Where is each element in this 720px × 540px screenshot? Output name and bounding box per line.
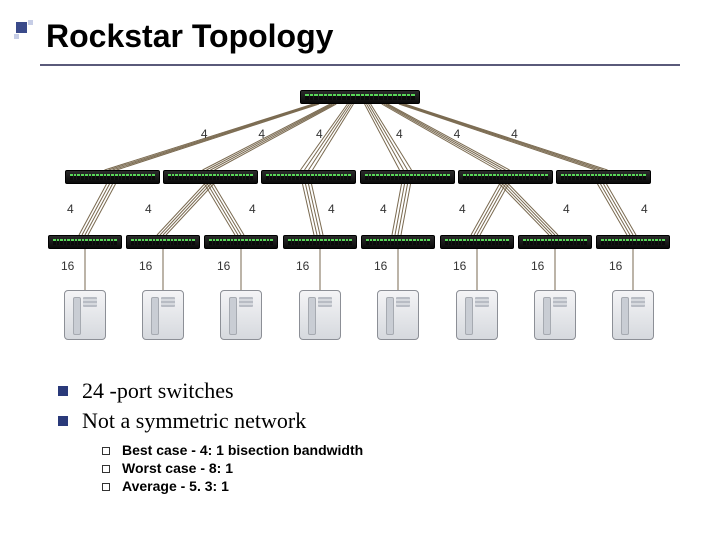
list-item: Average - 5. 3: 1 xyxy=(102,478,680,494)
tier3-switch xyxy=(440,235,514,249)
edge-label: 4 xyxy=(511,127,518,141)
server-node xyxy=(534,290,576,340)
list-item: 24 -port switches xyxy=(58,378,680,404)
server-node xyxy=(612,290,654,340)
edge-label: 4 xyxy=(563,202,570,216)
tier2-switch xyxy=(458,170,553,184)
edge-label: 16 xyxy=(296,259,309,273)
tier3-switch xyxy=(361,235,435,249)
title-bar: Rockstar Topology xyxy=(0,0,720,65)
bullet-list: 24 -port switches Not a symmetric networ… xyxy=(58,378,680,496)
edge-label: 4 xyxy=(145,202,152,216)
tier2-switch xyxy=(556,170,651,184)
bullet-icon xyxy=(58,386,68,396)
root-switch xyxy=(300,90,420,104)
tier3-switch xyxy=(518,235,592,249)
edge-label: 4 xyxy=(641,202,648,216)
list-item: Not a symmetric network xyxy=(58,408,680,434)
sub-bullet-icon xyxy=(102,483,110,491)
sub-bullet-text: Average - 5. 3: 1 xyxy=(122,478,229,494)
edge-label: 4 xyxy=(459,202,466,216)
tier2-switch xyxy=(261,170,356,184)
tier3-switch xyxy=(596,235,670,249)
edge-label: 4 xyxy=(67,202,74,216)
tier3-switch xyxy=(283,235,357,249)
edge-label: 4 xyxy=(258,127,265,141)
edge-label: 4 xyxy=(328,202,335,216)
sub-bullet-text: Worst case - 8: 1 xyxy=(122,460,233,476)
server-node xyxy=(299,290,341,340)
title-underline xyxy=(40,64,680,66)
edge-label: 16 xyxy=(217,259,230,273)
edge-label: 16 xyxy=(609,259,622,273)
slide-title: Rockstar Topology xyxy=(40,18,680,55)
bullet-icon xyxy=(58,416,68,426)
topology-diagram: 4 4 4 4 4 4 4 4 4 4 4 4 4 4 16 16 16 16 16 16 16 16 xyxy=(40,80,680,360)
server-node xyxy=(142,290,184,340)
server-node xyxy=(456,290,498,340)
edge-label: 4 xyxy=(249,202,256,216)
edge-label: 4 xyxy=(454,127,461,141)
sub-bullet-icon xyxy=(102,447,110,455)
edge-label: 16 xyxy=(531,259,544,273)
sub-bullet-icon xyxy=(102,465,110,473)
edge-label: 16 xyxy=(139,259,152,273)
tier3-switch xyxy=(48,235,122,249)
edge-label: 4 xyxy=(316,127,323,141)
edge-label: 4 xyxy=(380,202,387,216)
list-item: Worst case - 8: 1 xyxy=(102,460,680,476)
sub-bullet-text: Best case - 4: 1 bisection bandwidth xyxy=(122,442,363,458)
tier2-switch xyxy=(65,170,160,184)
bullet-text: Not a symmetric network xyxy=(82,408,306,434)
edge-label: 16 xyxy=(453,259,466,273)
server-node xyxy=(377,290,419,340)
bullet-text: 24 -port switches xyxy=(82,378,234,404)
server-node xyxy=(220,290,262,340)
topology-lines xyxy=(40,80,680,360)
list-item: Best case - 4: 1 bisection bandwidth xyxy=(102,442,680,458)
tier2-switch xyxy=(360,170,455,184)
title-accent-icon xyxy=(14,20,32,38)
edge-label: 16 xyxy=(374,259,387,273)
tier2-switch xyxy=(163,170,258,184)
edge-label: 16 xyxy=(61,259,74,273)
server-node xyxy=(64,290,106,340)
edge-label: 4 xyxy=(396,127,403,141)
tier3-switch xyxy=(126,235,200,249)
tier3-switch xyxy=(204,235,278,249)
edge-label: 4 xyxy=(201,127,208,141)
sub-bullet-list: Best case - 4: 1 bisection bandwidth Wor… xyxy=(102,442,680,494)
